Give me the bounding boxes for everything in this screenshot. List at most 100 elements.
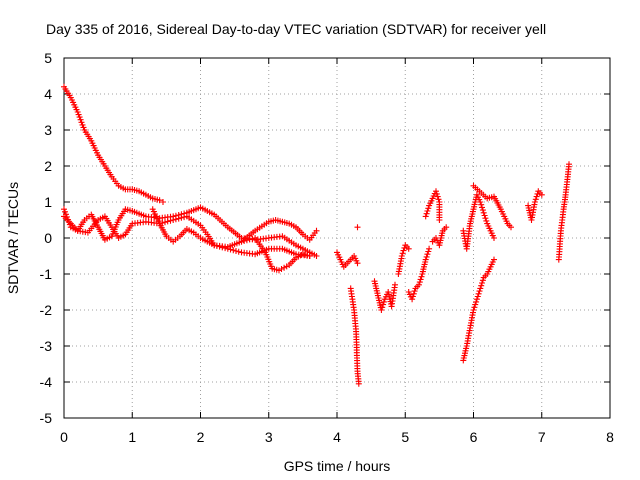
- y-tick-label: 1: [44, 194, 52, 210]
- data-point: [479, 207, 486, 214]
- data-point: [422, 213, 429, 220]
- y-tick-label: 4: [44, 86, 52, 102]
- y-tick-label: 5: [44, 50, 52, 66]
- data-point: [238, 238, 245, 245]
- x-tick-label: 0: [60, 429, 68, 445]
- data-point: [175, 215, 182, 222]
- data-point: [425, 248, 432, 255]
- data-point: [167, 217, 174, 224]
- data-point: [424, 251, 431, 258]
- x-axis-label: GPS time / hours: [284, 458, 391, 474]
- series-scatter-5.2h: [405, 188, 450, 303]
- data-point: [483, 217, 490, 224]
- data-point: [423, 253, 430, 260]
- data-point: [246, 236, 253, 243]
- data-point: [418, 273, 425, 280]
- data-point: [63, 213, 70, 220]
- y-tick-label: -3: [40, 338, 53, 354]
- data-point: [424, 208, 431, 214]
- grid-lines: [64, 58, 610, 418]
- data-point: [162, 219, 168, 226]
- data-point: [409, 293, 416, 300]
- y-tick-label: 2: [44, 158, 52, 174]
- data-point: [491, 256, 497, 263]
- data-point: [61, 206, 67, 213]
- data-point: [472, 301, 479, 308]
- series-arc-a: [61, 83, 166, 205]
- x-tick-label: 7: [538, 429, 546, 445]
- y-tick-label: -4: [40, 374, 53, 390]
- data-point: [476, 288, 483, 295]
- data-point: [478, 282, 485, 289]
- data-point: [436, 217, 443, 223]
- data-point: [241, 237, 248, 244]
- data-point: [479, 204, 485, 211]
- data-point: [354, 224, 361, 231]
- data-point: [64, 216, 71, 223]
- data-point: [433, 188, 439, 195]
- data-point: [313, 227, 320, 234]
- data-point: [423, 210, 430, 217]
- x-tick-label: 6: [470, 429, 478, 445]
- x-tick-label: 1: [128, 429, 136, 445]
- data-point: [473, 298, 480, 305]
- data-point: [398, 253, 405, 259]
- data-point: [354, 260, 361, 267]
- data-point: [538, 191, 545, 198]
- data-point: [243, 237, 250, 244]
- series-scatter-7h: [525, 161, 572, 263]
- data-point: [249, 235, 256, 242]
- data-point: [379, 304, 386, 311]
- data-point: [477, 199, 484, 205]
- data-point: [380, 301, 387, 308]
- data-point: [74, 109, 81, 115]
- data-point: [401, 244, 408, 251]
- data-point: [172, 216, 179, 223]
- data-point: [409, 296, 416, 303]
- data-point: [235, 248, 242, 255]
- data-point: [477, 285, 484, 292]
- data-point: [491, 235, 497, 241]
- y-tick-label: -5: [40, 410, 53, 426]
- data-point: [426, 245, 433, 252]
- data-point: [443, 224, 450, 231]
- data-point: [410, 290, 417, 297]
- data-point: [479, 277, 486, 284]
- data-point: [400, 247, 407, 254]
- data-point: [78, 119, 85, 126]
- series-scatter-4h: [334, 224, 362, 387]
- data-point: [508, 224, 514, 231]
- data-point: [471, 304, 478, 311]
- data-point: [435, 196, 442, 203]
- data-point: [181, 214, 188, 221]
- data-point: [233, 248, 239, 254]
- x-tick-label: 2: [197, 429, 205, 445]
- x-tick-label: 5: [401, 429, 409, 445]
- data-point: [434, 193, 441, 200]
- series-arc-e: [238, 235, 313, 274]
- series-scatter-6h: [460, 182, 514, 364]
- data-point: [380, 298, 387, 305]
- y-tick-label: 0: [44, 230, 52, 246]
- series-arc-c: [61, 206, 313, 259]
- data-point: [482, 215, 489, 222]
- data-point: [230, 247, 237, 254]
- data-point: [63, 211, 69, 218]
- data-point: [425, 205, 432, 212]
- data-point: [415, 281, 422, 288]
- data-point: [474, 293, 481, 300]
- data-point: [178, 214, 185, 221]
- data-point: [313, 253, 320, 259]
- data-point: [422, 256, 429, 263]
- y-tick-label: -2: [40, 302, 53, 318]
- data-point: [532, 196, 539, 203]
- y-axis-label: SDTVAR / TECUs: [5, 182, 21, 294]
- data-point: [306, 253, 313, 259]
- data-point: [433, 190, 440, 197]
- data-point: [416, 279, 423, 286]
- data-point: [77, 116, 84, 123]
- data-point: [281, 264, 288, 271]
- data-point: [278, 266, 285, 272]
- data-point: [392, 281, 398, 288]
